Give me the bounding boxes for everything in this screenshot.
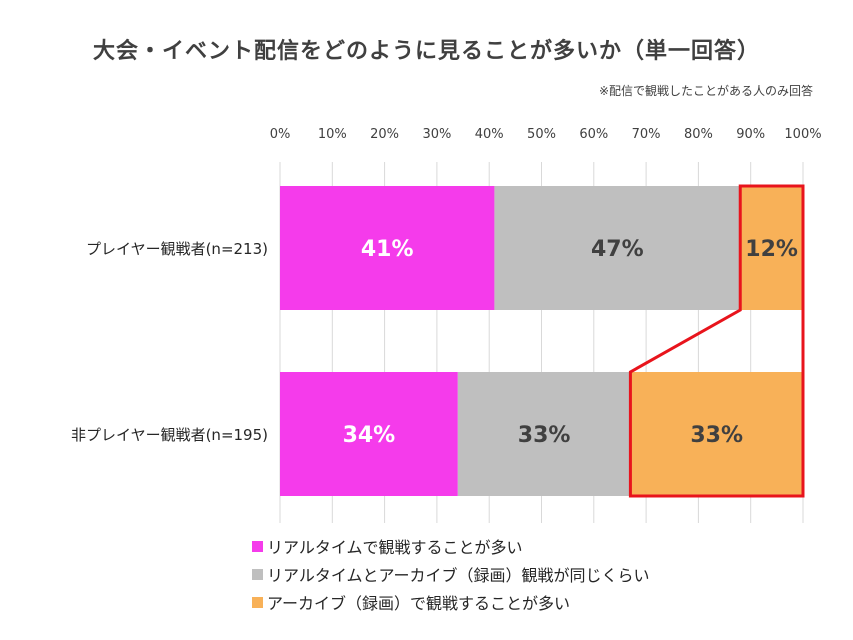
legend-swatch-archive <box>252 596 263 608</box>
data-label: 34% <box>343 423 396 448</box>
bar-segment <box>630 372 803 496</box>
x-tick-label: 50% <box>527 127 556 142</box>
legend-label-both: リアルタイムとアーカイブ（録画）観戦が同じくらい <box>267 566 650 585</box>
x-tick-label: 40% <box>475 127 504 142</box>
legend: リアルタイムで観戦することが多い リアルタイムとアーカイブ（録画）観戦が同じくら… <box>252 532 650 616</box>
x-tick-label: 20% <box>370 127 399 142</box>
legend-item-realtime: リアルタイムで観戦することが多い <box>252 532 650 560</box>
legend-label-realtime: リアルタイムで観戦することが多い <box>267 538 523 557</box>
legend-label-archive: アーカイブ（録画）で観戦することが多い <box>267 594 571 613</box>
data-label: 47% <box>591 237 644 262</box>
x-tick-label: 10% <box>318 127 347 142</box>
bar-segment <box>280 186 495 310</box>
data-label: 33% <box>690 423 743 448</box>
bar-segment <box>494 186 741 310</box>
data-label: 12% <box>745 237 798 262</box>
data-label: 41% <box>361 237 414 262</box>
legend-swatch-both <box>252 568 263 580</box>
legend-item-archive: アーカイブ（録画）で観戦することが多い <box>252 588 650 616</box>
data-label: 33% <box>518 423 571 448</box>
chart-title: 大会・イベント配信をどのように見ることが多いか（単一回答） <box>92 39 760 64</box>
bar-segment <box>457 372 631 496</box>
legend-swatch-realtime <box>252 540 263 552</box>
bar-segment <box>740 186 803 310</box>
x-tick-label: 0% <box>270 127 291 142</box>
x-tick-label: 90% <box>736 127 765 142</box>
category-label: プレイヤー観戦者(n=213) <box>86 240 268 258</box>
x-tick-label: 80% <box>684 127 713 142</box>
x-tick-label: 70% <box>632 127 661 142</box>
bar-segment <box>280 372 458 496</box>
x-tick-label: 30% <box>422 127 451 142</box>
legend-item-both: リアルタイムとアーカイブ（録画）観戦が同じくらい <box>252 560 650 588</box>
chart-note: ※配信で観戦したことがある人のみ回答 <box>598 84 813 98</box>
highlight-outline <box>628 184 805 498</box>
x-tick-label: 100% <box>784 127 821 142</box>
category-label: 非プレイヤー観戦者(n=195) <box>71 426 268 444</box>
x-tick-label: 60% <box>579 127 608 142</box>
